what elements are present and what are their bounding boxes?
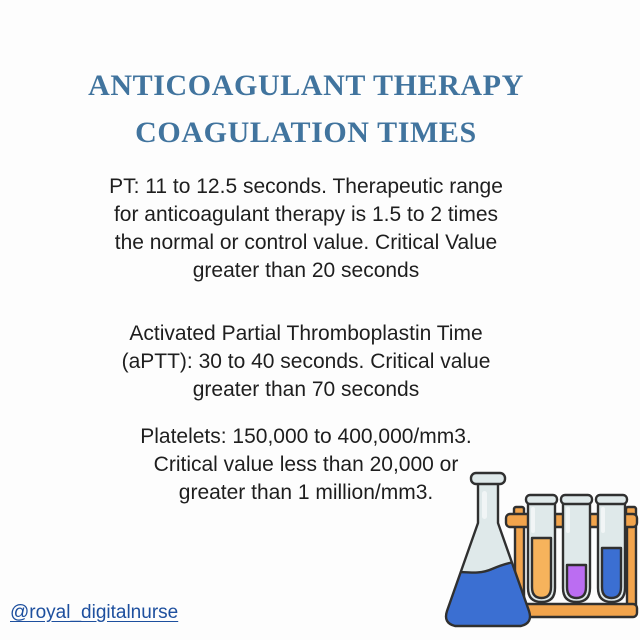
paragraph-platelets-line: greater than 1 million/mm3.: [178, 481, 434, 504]
social-handle-link[interactable]: @royal_digitalnurse: [10, 602, 179, 623]
paragraph-pt: PT: 11 to 12.5 seconds. Therapeutic rang…: [0, 173, 612, 285]
paragraph-aptt-line: (aPTT): 30 to 40 seconds. Critical value: [121, 350, 491, 373]
flask-rim: [469, 471, 507, 486]
paragraph-platelets-line: Platelets: 150,000 to 400,000/mm3.: [140, 425, 472, 448]
page-title-line-1: ANTICOAGULANT THERAPY: [88, 69, 524, 102]
test-tube-orange-icon: [524, 493, 559, 604]
page-title: ANTICOAGULANT THERAPY COAGULATION TIMES: [0, 62, 612, 156]
lab-glassware-illustration: [444, 471, 639, 628]
page-title-line-2: COAGULATION TIMES: [135, 116, 477, 149]
test-tube-purple-icon: [559, 493, 594, 604]
paragraph-pt-line: PT: 11 to 12.5 seconds. Therapeutic rang…: [109, 175, 503, 198]
paragraph-pt-line: for anticoagulant therapy is 1.5 to 2 ti…: [113, 203, 499, 226]
paragraph-aptt-line: Activated Partial Thromboplastin Time: [129, 322, 483, 345]
paragraph-pt-line: greater than 20 seconds: [192, 259, 420, 282]
rack-right-post: [625, 518, 638, 617]
test-tube-blue-icon: [594, 493, 629, 604]
paragraph-platelets: Platelets: 150,000 to 400,000/mm3. Criti…: [0, 423, 612, 507]
paragraph-platelets-line: Critical value less than 20,000 or: [153, 453, 459, 476]
paragraph-aptt-line: greater than 70 seconds: [192, 378, 420, 401]
paragraph-aptt: Activated Partial Thromboplastin Time (a…: [0, 320, 612, 404]
paragraph-pt-line: the normal or control value. Critical Va…: [114, 231, 498, 254]
